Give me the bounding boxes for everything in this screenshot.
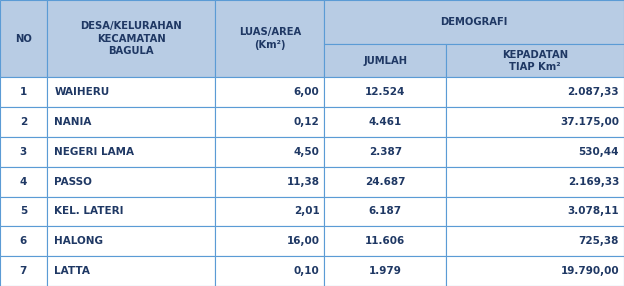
Bar — [446, 107, 624, 137]
Text: JUMLAH: JUMLAH — [363, 56, 407, 66]
Text: 11,38: 11,38 — [286, 177, 319, 187]
Bar — [215, 196, 324, 227]
Bar — [0, 107, 47, 137]
Bar — [446, 78, 624, 107]
Bar — [446, 227, 624, 256]
Text: KEPADATAN
TIAP Km²: KEPADATAN TIAP Km² — [502, 50, 568, 72]
Bar — [47, 227, 215, 256]
Text: KEL. LATERI: KEL. LATERI — [54, 206, 124, 217]
Bar — [0, 0, 47, 78]
Text: 4,50: 4,50 — [294, 147, 319, 157]
Bar — [324, 78, 446, 107]
Text: 0,10: 0,10 — [294, 266, 319, 276]
Bar — [446, 256, 624, 286]
Bar — [324, 44, 446, 78]
Bar — [446, 137, 624, 167]
Text: 6,00: 6,00 — [294, 87, 319, 97]
Bar — [0, 196, 47, 227]
Bar — [446, 196, 624, 227]
Bar — [215, 78, 324, 107]
Text: 2: 2 — [20, 117, 27, 127]
Bar — [324, 137, 446, 167]
Text: 7: 7 — [20, 266, 27, 276]
Text: 11.606: 11.606 — [365, 236, 406, 246]
Bar — [0, 227, 47, 256]
Text: 1.979: 1.979 — [369, 266, 402, 276]
Text: 24.687: 24.687 — [365, 177, 406, 187]
Bar — [324, 0, 624, 44]
Text: PASSO: PASSO — [54, 177, 92, 187]
Text: HALONG: HALONG — [54, 236, 104, 246]
Text: WAIHERU: WAIHERU — [54, 87, 110, 97]
Text: 4.461: 4.461 — [369, 117, 402, 127]
Bar — [446, 167, 624, 196]
Text: 12.524: 12.524 — [365, 87, 406, 97]
Bar — [0, 256, 47, 286]
Text: 5: 5 — [20, 206, 27, 217]
Bar — [324, 107, 446, 137]
Text: 6: 6 — [20, 236, 27, 246]
Bar — [446, 44, 624, 78]
Text: 725,38: 725,38 — [578, 236, 619, 246]
Bar — [324, 227, 446, 256]
Bar — [215, 256, 324, 286]
Text: DESA/KELURAHAN
KECAMATAN
BAGULA: DESA/KELURAHAN KECAMATAN BAGULA — [80, 21, 182, 57]
Bar — [47, 107, 215, 137]
Text: 19.790,00: 19.790,00 — [560, 266, 619, 276]
Text: 2.087,33: 2.087,33 — [567, 87, 619, 97]
Bar — [324, 167, 446, 196]
Text: 0,12: 0,12 — [294, 117, 319, 127]
Text: 16,00: 16,00 — [286, 236, 319, 246]
Bar — [47, 137, 215, 167]
Bar — [47, 256, 215, 286]
Bar — [215, 227, 324, 256]
Text: 37.175,00: 37.175,00 — [560, 117, 619, 127]
Text: 3: 3 — [20, 147, 27, 157]
Bar — [0, 137, 47, 167]
Text: 3.078,11: 3.078,11 — [567, 206, 619, 217]
Bar — [0, 78, 47, 107]
Text: 2.169,33: 2.169,33 — [568, 177, 619, 187]
Bar — [0, 167, 47, 196]
Text: 4: 4 — [20, 177, 27, 187]
Bar — [215, 107, 324, 137]
Text: 530,44: 530,44 — [578, 147, 619, 157]
Text: 2.387: 2.387 — [369, 147, 402, 157]
Bar — [215, 0, 324, 78]
Text: 2,01: 2,01 — [294, 206, 319, 217]
Bar — [324, 256, 446, 286]
Bar — [324, 196, 446, 227]
Text: LATTA: LATTA — [54, 266, 90, 276]
Bar — [47, 196, 215, 227]
Bar — [47, 0, 215, 78]
Text: LUAS/AREA
(Km²): LUAS/AREA (Km²) — [239, 27, 301, 50]
Text: 1: 1 — [20, 87, 27, 97]
Text: NO: NO — [15, 34, 32, 44]
Bar — [47, 78, 215, 107]
Bar — [215, 137, 324, 167]
Bar — [47, 167, 215, 196]
Text: 6.187: 6.187 — [369, 206, 402, 217]
Text: DEMOGRAFI: DEMOGRAFI — [441, 17, 508, 27]
Text: NANIA: NANIA — [54, 117, 92, 127]
Bar — [215, 167, 324, 196]
Text: NEGERI LAMA: NEGERI LAMA — [54, 147, 134, 157]
